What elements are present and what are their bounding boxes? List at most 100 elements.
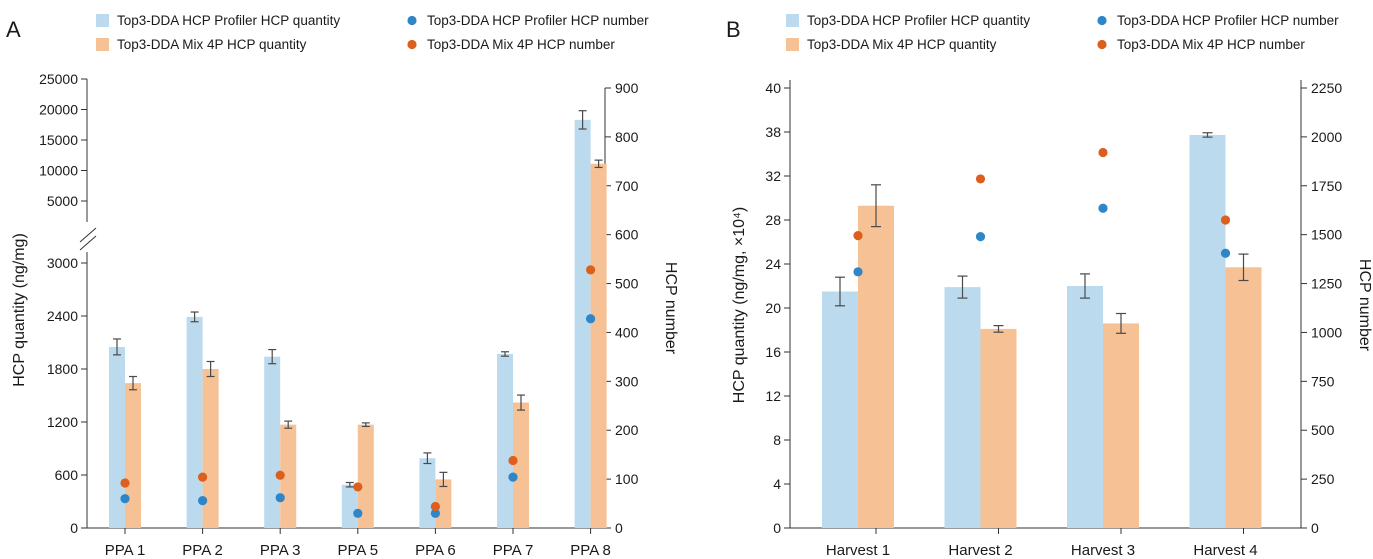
axis-break-mark <box>79 235 97 251</box>
panel-a: A Top3-DDA HCP Profiler HCP quantity Top3-… <box>6 13 679 559</box>
y-tick-label: 12 <box>765 388 781 404</box>
axis-break-mark <box>79 227 97 243</box>
y-tick-label: 25000 <box>39 71 78 87</box>
y-tick-label: 600 <box>55 467 79 483</box>
y2-tick-label: 700 <box>615 178 639 194</box>
bar-profiler-quantity <box>822 291 858 528</box>
dot-mix-number <box>508 455 518 466</box>
x-tick-label: PPA 3 <box>260 542 301 559</box>
dot-profiler-number <box>1220 248 1231 258</box>
y2-tick-label: 900 <box>615 80 639 96</box>
legend-dot-swatch <box>407 15 417 26</box>
dot-mix-number <box>975 174 986 184</box>
legend-bar-swatch <box>96 14 109 27</box>
x-tick-label: PPA 6 <box>415 542 456 559</box>
y2-tick-label: 500 <box>615 276 639 292</box>
y-axis-title: HCP quantity (ng/mg) <box>11 233 28 387</box>
legend-bar-swatch <box>786 14 799 27</box>
bar-profiler-quantity <box>1189 134 1226 528</box>
dot-profiler-number <box>353 508 363 518</box>
legend-label: Top3-DDA HCP Profiler HCP number <box>427 13 649 28</box>
y-tick-label: 20000 <box>39 102 78 118</box>
dot-mix-number <box>1220 215 1231 225</box>
bar-profiler-quantity <box>419 458 436 528</box>
x-tick-label: PPA 5 <box>338 542 379 559</box>
legend-label: Top3-DDA Mix 4P HCP number <box>427 37 615 52</box>
bar-mix-quantity <box>1103 323 1139 528</box>
dot-profiler-number <box>853 267 863 277</box>
y-tick-label: 20 <box>765 300 781 316</box>
dot-mix-number <box>120 478 130 488</box>
y-tick-label: 10000 <box>39 163 78 179</box>
bar-profiler-quantity <box>341 484 358 528</box>
legend-label: Top3-DDA Mix 4P HCP quantity <box>117 37 307 52</box>
y-tick-label: 15000 <box>39 132 78 148</box>
dot-profiler-number <box>586 314 596 324</box>
dot-mix-number <box>353 482 363 492</box>
legend-dot-swatch <box>407 39 417 50</box>
dot-mix-number <box>275 470 285 480</box>
bar-mix-quantity <box>590 163 607 529</box>
dot-mix-number <box>1098 147 1108 158</box>
y2-tick-label: 1250 <box>1311 276 1342 292</box>
y2-axis-title: HCP number <box>1356 259 1373 352</box>
bar-profiler-quantity <box>574 119 591 529</box>
y-axis-title: HCP quantity (ng/mg, ×10⁴) <box>731 207 748 403</box>
x-tick-label: Harvest 4 <box>1193 542 1257 559</box>
bar-profiler-quantity <box>944 287 981 528</box>
legend-bar-swatch <box>786 38 799 51</box>
y2-tick-label: 100 <box>615 471 639 487</box>
x-tick-label: Harvest 2 <box>948 542 1012 559</box>
bar-mix-quantity <box>435 479 452 528</box>
legend-label: Top3-DDA HCP Profiler HCP quantity <box>117 13 340 28</box>
legend-label: Top3-DDA Mix 4P HCP quantity <box>807 37 997 52</box>
legend-dot-swatch <box>1097 39 1107 50</box>
y2-tick-label: 600 <box>615 227 639 243</box>
y2-tick-label: 0 <box>615 520 623 536</box>
x-tick-label: PPA 1 <box>105 542 146 559</box>
y2-tick-label: 400 <box>615 324 639 340</box>
legend-label: Top3-DDA HCP Profiler HCP number <box>1117 13 1339 28</box>
x-tick-label: PPA 2 <box>182 542 223 559</box>
y2-tick-label: 500 <box>1311 422 1335 438</box>
y-tick-label: 0 <box>773 520 781 536</box>
dot-mix-number <box>586 265 596 275</box>
bar-mix-quantity <box>1225 267 1262 528</box>
bar-mix-quantity <box>280 424 297 528</box>
legend-label: Top3-DDA Mix 4P HCP number <box>1117 37 1305 52</box>
bar-mix-quantity <box>513 402 529 528</box>
legend-bar-swatch <box>96 38 109 51</box>
y-tick-label: 40 <box>765 80 781 96</box>
dot-profiler-number <box>1098 203 1108 213</box>
y-tick-label: 0 <box>70 520 78 536</box>
x-tick-label: PPA 7 <box>493 542 534 559</box>
legend-dot-swatch <box>1097 15 1107 26</box>
panel-letter: B <box>726 17 741 42</box>
y2-tick-label: 800 <box>615 129 639 145</box>
dot-profiler-number <box>275 493 285 503</box>
y-tick-label: 24 <box>765 256 781 272</box>
dot-mix-number <box>853 231 863 241</box>
panel-letter: A <box>6 17 21 42</box>
bar-profiler-quantity <box>497 353 513 528</box>
y2-tick-label: 750 <box>1311 373 1335 389</box>
y-tick-label: 1800 <box>47 361 78 377</box>
dot-profiler-number <box>508 472 518 482</box>
y-tick-label: 1200 <box>47 414 78 430</box>
bar-mix-quantity <box>357 424 374 528</box>
y2-tick-label: 1750 <box>1311 178 1342 194</box>
dot-mix-number <box>198 472 208 482</box>
dot-profiler-number <box>120 494 130 504</box>
y2-tick-label: 1500 <box>1311 227 1342 243</box>
y-tick-label: 38 <box>765 124 781 140</box>
bar-mix-quantity <box>980 328 1017 528</box>
y2-tick-label: 250 <box>1311 471 1335 487</box>
x-tick-label: Harvest 3 <box>1071 542 1135 559</box>
y-tick-label: 16 <box>765 344 781 360</box>
bar-profiler-quantity <box>264 356 281 528</box>
y2-tick-label: 2250 <box>1311 80 1342 96</box>
y2-tick-label: 1000 <box>1311 324 1342 340</box>
dot-profiler-number <box>198 496 208 506</box>
dot-profiler-number <box>430 508 440 518</box>
